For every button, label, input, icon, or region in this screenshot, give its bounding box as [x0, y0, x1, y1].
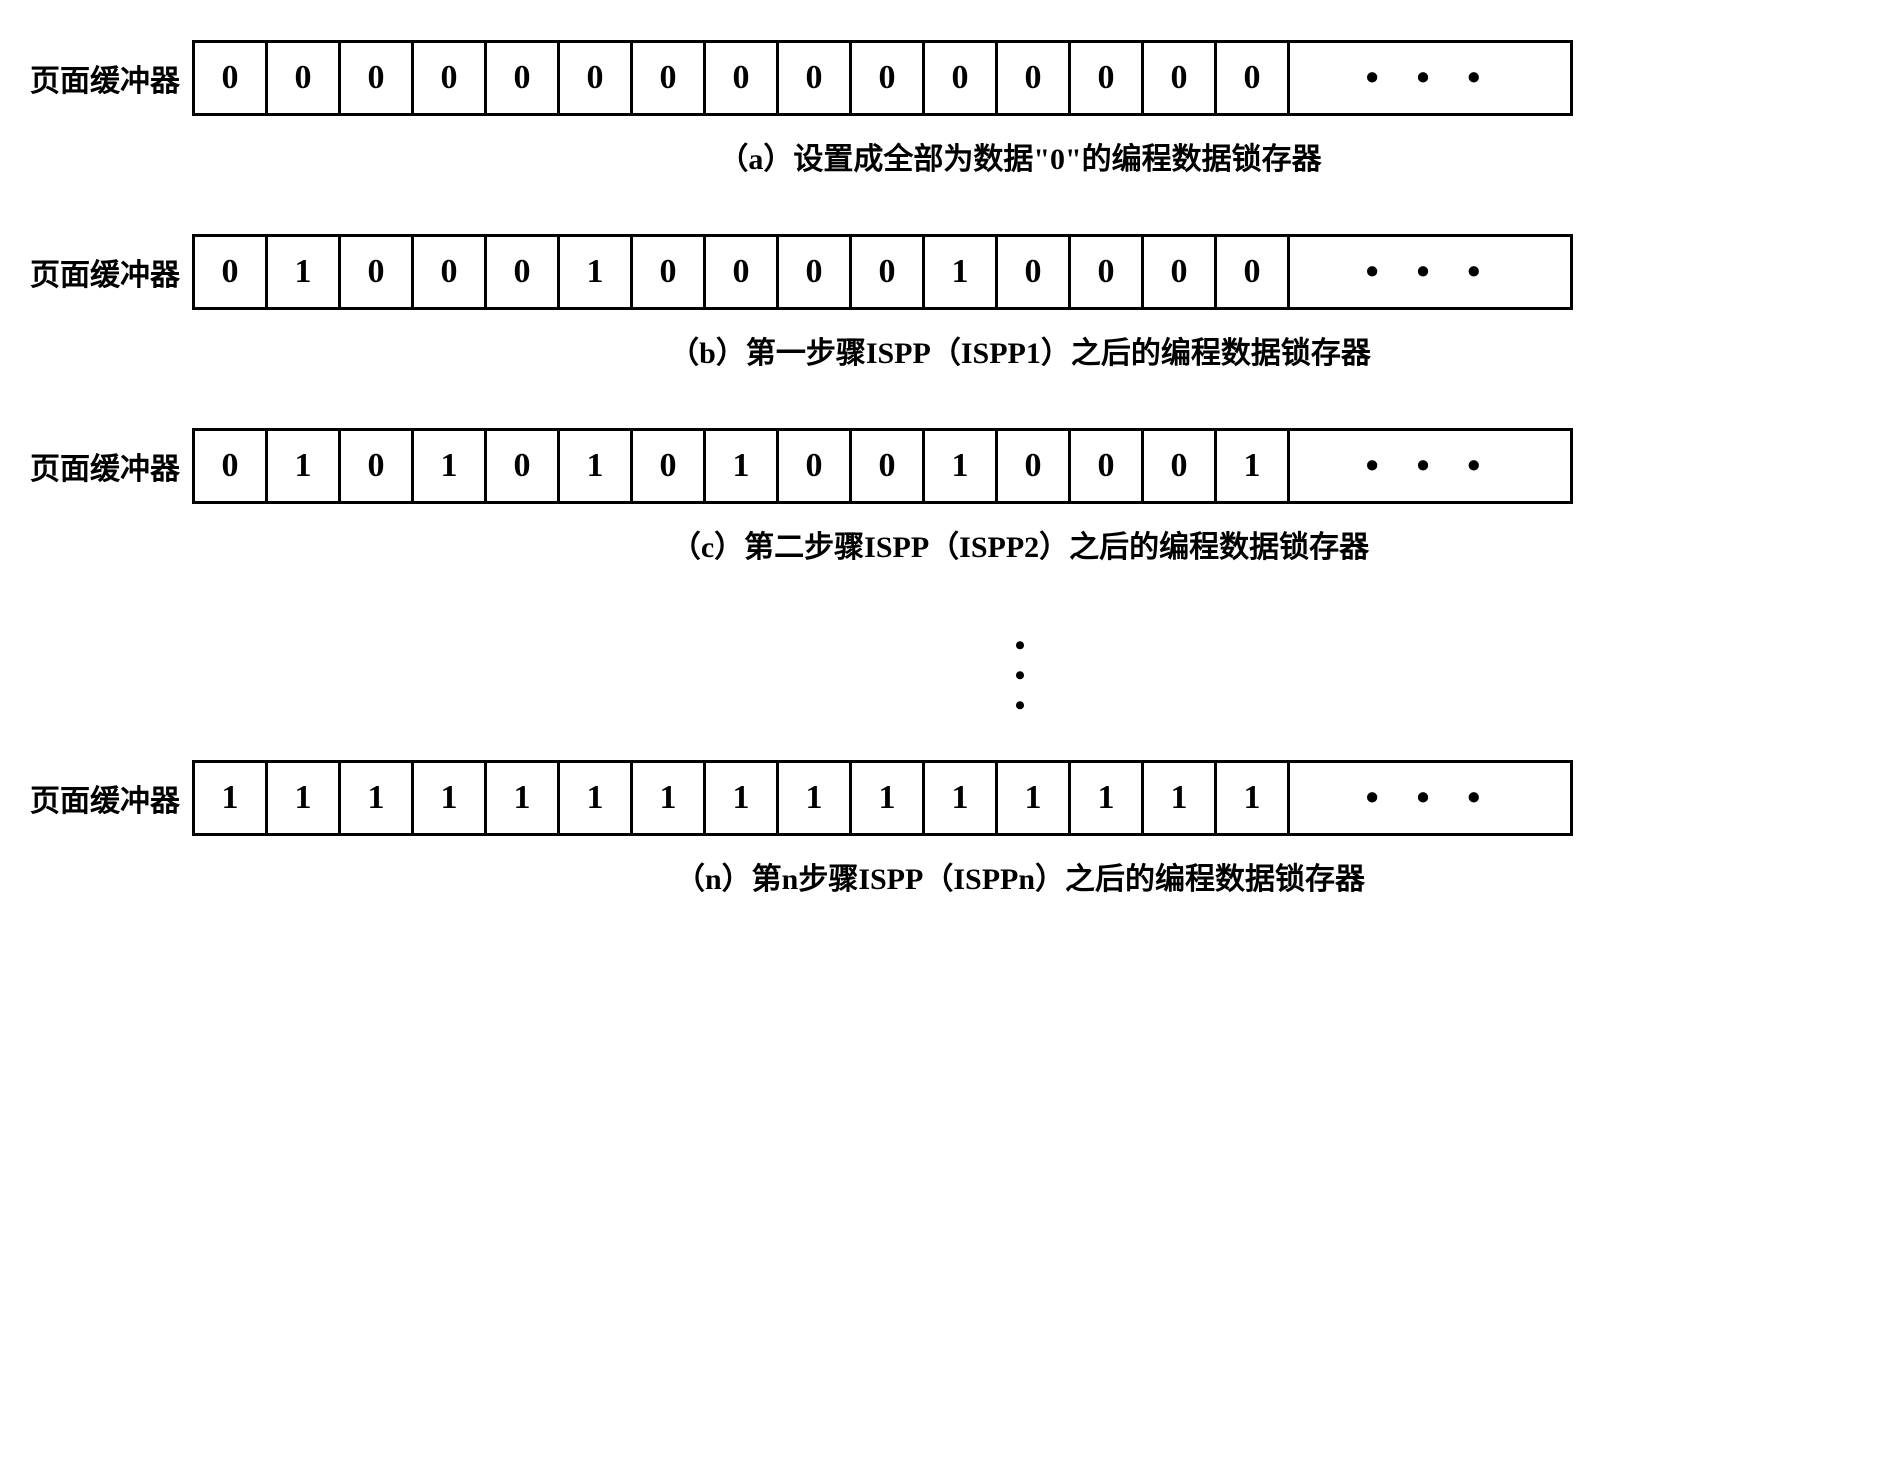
cell: 0 — [925, 43, 998, 113]
caption-n: （n）第n步骤ISPP（ISPPn）之后的编程数据锁存器 — [190, 854, 1850, 898]
cell: 0 — [779, 43, 852, 113]
cell: 0 — [852, 431, 925, 501]
cell: 0 — [1217, 43, 1290, 113]
cell-ellipsis: • • • — [1290, 763, 1570, 833]
buffer-row-b: 页面缓冲器 0 1 0 0 0 1 0 0 0 0 1 0 0 0 0 • • … — [30, 234, 1850, 310]
cell: 0 — [706, 43, 779, 113]
buffer-row-a: 页面缓冲器 0 0 0 0 0 0 0 0 0 0 0 0 0 0 0 • • … — [30, 40, 1850, 116]
buffer-table-b: 0 1 0 0 0 1 0 0 0 0 1 0 0 0 0 • • • — [192, 234, 1573, 310]
buffer-label: 页面缓冲器 — [30, 444, 180, 488]
cell: 1 — [925, 763, 998, 833]
cell: 1 — [268, 237, 341, 307]
cell: 0 — [852, 43, 925, 113]
cell: 0 — [633, 43, 706, 113]
cell: 0 — [341, 43, 414, 113]
cell: 0 — [1071, 43, 1144, 113]
caption-b: （b）第一步骤ISPP（ISPP1）之后的编程数据锁存器 — [190, 328, 1850, 372]
cell: 1 — [560, 763, 633, 833]
cell: 0 — [779, 431, 852, 501]
cell: 0 — [779, 237, 852, 307]
buffer-block-c: 页面缓冲器 0 1 0 1 0 1 0 1 0 0 1 0 0 0 1 • • … — [30, 428, 1850, 566]
buffer-table-n: 1 1 1 1 1 1 1 1 1 1 1 1 1 1 1 • • • — [192, 760, 1573, 836]
cell: 0 — [487, 431, 560, 501]
cell: 0 — [268, 43, 341, 113]
cell: 1 — [1217, 431, 1290, 501]
cell: 1 — [998, 763, 1071, 833]
cell: 1 — [925, 431, 998, 501]
caption-a: （a）设置成全部为数据"0"的编程数据锁存器 — [190, 134, 1850, 178]
cell: 0 — [998, 237, 1071, 307]
cell: 1 — [341, 763, 414, 833]
cell-ellipsis: • • • — [1290, 431, 1570, 501]
cell: 1 — [852, 763, 925, 833]
cell-ellipsis: • • • — [1290, 237, 1570, 307]
buffer-block-n: 页面缓冲器 1 1 1 1 1 1 1 1 1 1 1 1 1 1 1 • • … — [30, 760, 1850, 898]
cell: 1 — [268, 431, 341, 501]
cell: 0 — [487, 43, 560, 113]
cell: 0 — [852, 237, 925, 307]
buffer-table-a: 0 0 0 0 0 0 0 0 0 0 0 0 0 0 0 • • • — [192, 40, 1573, 116]
cell-ellipsis: • • • — [1290, 43, 1570, 113]
cell: 1 — [925, 237, 998, 307]
cell: 1 — [1071, 763, 1144, 833]
cell: 1 — [779, 763, 852, 833]
cell: 0 — [195, 431, 268, 501]
cell: 1 — [706, 431, 779, 501]
buffer-block-a: 页面缓冲器 0 0 0 0 0 0 0 0 0 0 0 0 0 0 0 • • … — [30, 40, 1850, 178]
vertical-ellipsis: • • • — [190, 622, 1850, 712]
cell: 1 — [414, 431, 487, 501]
cell: 0 — [1144, 237, 1217, 307]
cell: 0 — [998, 43, 1071, 113]
cell: 1 — [268, 763, 341, 833]
cell: 0 — [1144, 43, 1217, 113]
caption-c: （c）第二步骤ISPP（ISPP2）之后的编程数据锁存器 — [190, 522, 1850, 566]
buffer-table-c: 0 1 0 1 0 1 0 1 0 0 1 0 0 0 1 • • • — [192, 428, 1573, 504]
cell: 1 — [1144, 763, 1217, 833]
cell: 0 — [1144, 431, 1217, 501]
buffer-row-c: 页面缓冲器 0 1 0 1 0 1 0 1 0 0 1 0 0 0 1 • • … — [30, 428, 1850, 504]
cell: 0 — [706, 237, 779, 307]
cell: 0 — [195, 237, 268, 307]
cell: 0 — [414, 43, 487, 113]
buffer-label: 页面缓冲器 — [30, 250, 180, 294]
cell: 0 — [341, 431, 414, 501]
buffer-row-n: 页面缓冲器 1 1 1 1 1 1 1 1 1 1 1 1 1 1 1 • • … — [30, 760, 1850, 836]
cell: 1 — [195, 763, 268, 833]
cell: 1 — [487, 763, 560, 833]
cell: 0 — [1071, 237, 1144, 307]
cell: 0 — [1071, 431, 1144, 501]
cell: 0 — [487, 237, 560, 307]
buffer-label: 页面缓冲器 — [30, 56, 180, 100]
cell: 0 — [1217, 237, 1290, 307]
cell: 1 — [1217, 763, 1290, 833]
cell: 1 — [633, 763, 706, 833]
cell: 0 — [414, 237, 487, 307]
cell: 0 — [633, 431, 706, 501]
cell: 1 — [560, 237, 633, 307]
cell: 1 — [706, 763, 779, 833]
cell: 0 — [341, 237, 414, 307]
cell: 0 — [560, 43, 633, 113]
buffer-block-b: 页面缓冲器 0 1 0 0 0 1 0 0 0 0 1 0 0 0 0 • • … — [30, 234, 1850, 372]
buffer-label: 页面缓冲器 — [30, 776, 180, 820]
cell: 0 — [195, 43, 268, 113]
cell: 0 — [633, 237, 706, 307]
cell: 1 — [414, 763, 487, 833]
cell: 1 — [560, 431, 633, 501]
cell: 0 — [998, 431, 1071, 501]
